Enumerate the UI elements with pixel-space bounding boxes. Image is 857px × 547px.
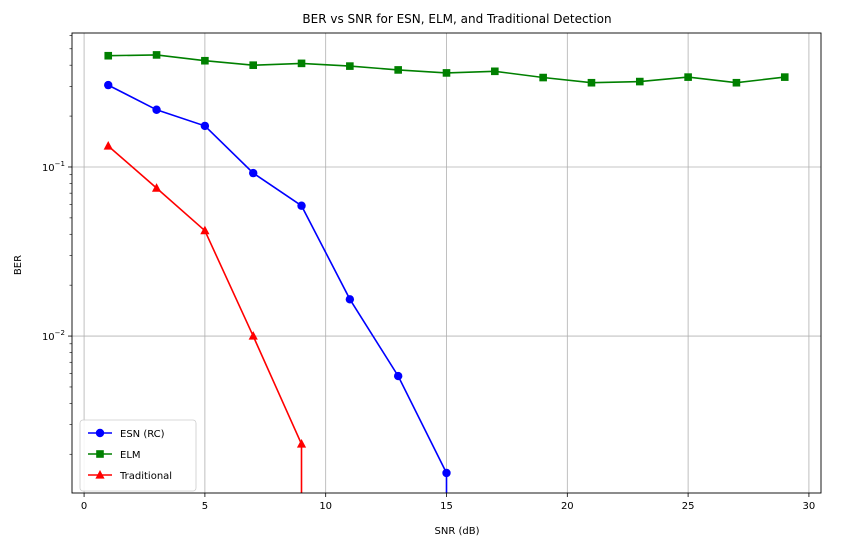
x-tick-label: 25 — [682, 501, 695, 512]
data-point — [152, 51, 161, 59]
data-point — [200, 121, 210, 131]
legend-item: Traditional — [88, 470, 172, 482]
x-tick-label: 30 — [803, 501, 816, 512]
x-tick-label: 15 — [440, 501, 453, 512]
data-point — [104, 80, 113, 90]
data-point — [95, 470, 105, 479]
legend-label: ELM — [120, 450, 141, 461]
data-point — [297, 59, 306, 68]
data-point — [200, 225, 210, 235]
legend-box — [79, 419, 197, 492]
y-tick-label: 10−1 — [42, 160, 65, 174]
series-elm — [104, 51, 789, 87]
data-point — [104, 51, 113, 60]
data-point — [345, 295, 355, 304]
series-esn-rc — [104, 80, 451, 493]
data-point — [442, 468, 451, 478]
data-point — [539, 73, 547, 82]
legend-item: ELM — [88, 450, 141, 461]
x-tick-label: 0 — [81, 501, 87, 512]
data-point — [152, 105, 161, 114]
chart-title: BER vs SNR for ESN, ELM, and Traditional… — [302, 12, 611, 26]
data-point — [96, 450, 104, 458]
x-tick-label: 10 — [319, 501, 332, 512]
legend-label: Traditional — [119, 471, 172, 482]
y-tick-label: 10−2 — [42, 329, 65, 343]
data-point — [297, 201, 306, 210]
series-line — [107, 145, 303, 493]
data-point — [393, 371, 403, 381]
data-point — [635, 77, 644, 86]
series-traditional — [103, 141, 307, 493]
data-point — [201, 56, 209, 65]
data-point — [296, 438, 307, 448]
ticks: 0 5 10 15 20 25 30 10−2 10−1 — [42, 35, 815, 512]
data-point — [151, 183, 162, 192]
data-point — [103, 141, 113, 150]
x-tick-label: 20 — [561, 501, 574, 512]
x-tick-label: 5 — [202, 501, 208, 512]
data-point — [95, 428, 105, 438]
data-point — [587, 78, 596, 87]
x-axis-label: SNR (dB) — [435, 526, 480, 537]
series-layer — [103, 51, 789, 493]
data-point — [732, 78, 741, 87]
legend-item: ESN (RC) — [88, 428, 165, 440]
data-point — [346, 62, 354, 70]
grid — [72, 33, 821, 493]
y-axis-label: BER — [13, 255, 24, 275]
data-point — [249, 61, 258, 69]
legend: ESN (RC) ELM Traditional — [79, 419, 197, 492]
legend-label: ESN (RC) — [120, 429, 165, 440]
data-point — [780, 73, 789, 81]
data-point — [442, 69, 451, 77]
data-point — [684, 73, 692, 81]
data-point — [248, 331, 258, 340]
data-point — [394, 66, 402, 74]
data-point — [491, 67, 499, 76]
data-point — [249, 168, 258, 178]
